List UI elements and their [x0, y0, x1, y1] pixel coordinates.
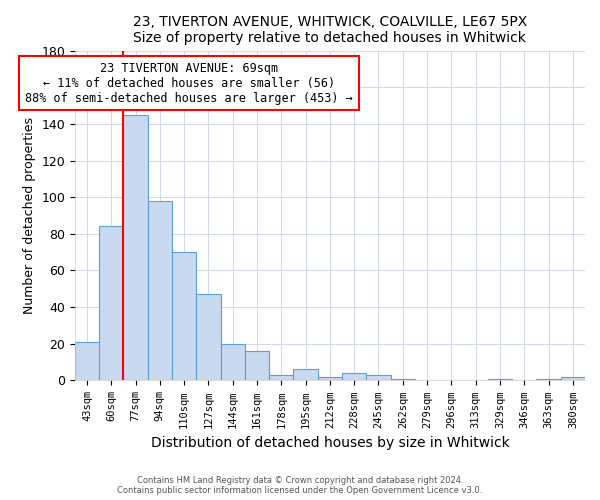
Bar: [148, 201, 172, 380]
Bar: [75, 342, 99, 380]
Bar: [99, 226, 124, 380]
Bar: [196, 294, 221, 380]
Bar: [172, 252, 196, 380]
Bar: [269, 375, 293, 380]
Text: Contains HM Land Registry data © Crown copyright and database right 2024.
Contai: Contains HM Land Registry data © Crown c…: [118, 476, 482, 495]
Bar: [318, 377, 342, 380]
Bar: [342, 373, 367, 380]
Title: 23, TIVERTON AVENUE, WHITWICK, COALVILLE, LE67 5PX
Size of property relative to : 23, TIVERTON AVENUE, WHITWICK, COALVILLE…: [133, 15, 527, 45]
Y-axis label: Number of detached properties: Number of detached properties: [23, 117, 35, 314]
Bar: [536, 378, 561, 380]
X-axis label: Distribution of detached houses by size in Whitwick: Distribution of detached houses by size …: [151, 436, 509, 450]
Bar: [245, 351, 269, 380]
Bar: [124, 114, 148, 380]
Bar: [293, 370, 318, 380]
Bar: [391, 378, 415, 380]
Bar: [221, 344, 245, 381]
Bar: [367, 375, 391, 380]
Bar: [488, 378, 512, 380]
Bar: [561, 377, 585, 380]
Text: 23 TIVERTON AVENUE: 69sqm
← 11% of detached houses are smaller (56)
88% of semi-: 23 TIVERTON AVENUE: 69sqm ← 11% of detac…: [25, 62, 353, 104]
